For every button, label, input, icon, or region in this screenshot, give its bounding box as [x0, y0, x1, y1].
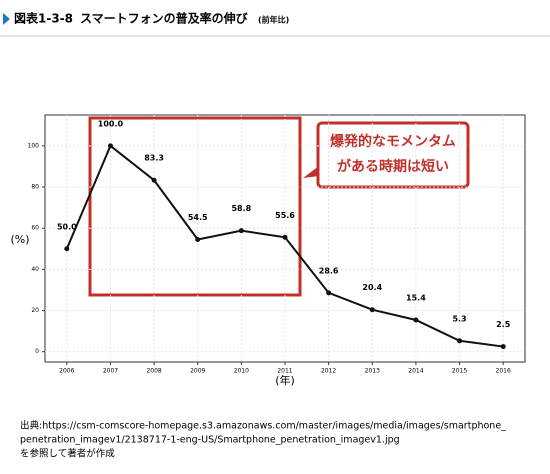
x-tick-label: 2011 [277, 368, 292, 375]
data-point [107, 143, 113, 149]
value-label: 100.0 [98, 119, 124, 128]
x-tick-label: 2016 [496, 368, 511, 375]
value-label: 20.4 [362, 283, 382, 292]
x-tick-label: 2012 [321, 368, 336, 375]
y-axis-label: (%) [10, 233, 29, 246]
value-label: 2.5 [496, 320, 511, 329]
value-label: 83.3 [144, 154, 164, 163]
value-label: 28.6 [319, 266, 339, 275]
data-point [282, 234, 288, 240]
y-tick-label: 20 [31, 307, 39, 314]
x-axis-label: (年) [275, 373, 295, 387]
callout-box [316, 121, 470, 189]
value-label: 5.3 [452, 314, 466, 323]
y-tick-label: 0 [35, 348, 39, 355]
data-point [64, 246, 70, 252]
value-label: 54.5 [188, 213, 208, 222]
value-label: 55.6 [275, 211, 295, 220]
data-point [238, 228, 244, 234]
x-tick-label: 2014 [408, 368, 423, 375]
y-tick-label: 80 [31, 184, 39, 191]
x-tick-label: 2013 [365, 368, 380, 375]
data-point [326, 290, 332, 296]
x-tick-label: 2007 [103, 368, 118, 375]
value-label: 50.0 [57, 222, 77, 231]
y-tick-label: 100 [28, 142, 40, 149]
data-point [369, 307, 375, 313]
y-tick-label: 40 [31, 266, 39, 273]
x-tick-label: 2008 [146, 368, 161, 375]
header-marker [3, 13, 10, 25]
data-point [413, 317, 419, 323]
x-tick-label: 2015 [452, 368, 467, 375]
value-label: 58.8 [231, 204, 251, 213]
figure-title: スマートフォンの普及率の伸び [80, 11, 249, 26]
figure-number: 図表1-3-8 [14, 11, 73, 26]
value-label: 15.4 [406, 294, 426, 303]
figure-subtitle: (前年比) [258, 15, 289, 25]
y-tick-label: 60 [31, 225, 39, 232]
data-point [457, 338, 463, 344]
source-text: を参照して著者が作成 [20, 448, 115, 460]
data-point [500, 344, 506, 350]
callout-text: がある時期は短い [337, 158, 449, 175]
x-tick-label: 2009 [190, 368, 205, 375]
x-tick-label: 2010 [234, 368, 249, 375]
highlight-box [88, 116, 302, 297]
data-point [151, 177, 157, 183]
source-text: penetration_imagev1/2138717-1-eng-US/Sma… [20, 435, 400, 446]
callout-arrow [303, 166, 319, 178]
plot-layer: 0 20 40 60 80 100 2006 2007 2008 2009 2010 2011 2012… [28, 115, 525, 375]
source-text: 出典:https://csm-comscore-homepage.s3.amaz… [20, 420, 506, 432]
callout-text: 爆発的なモメンタム [330, 133, 456, 150]
data-point [195, 237, 201, 243]
x-tick-label: 2006 [59, 368, 74, 375]
